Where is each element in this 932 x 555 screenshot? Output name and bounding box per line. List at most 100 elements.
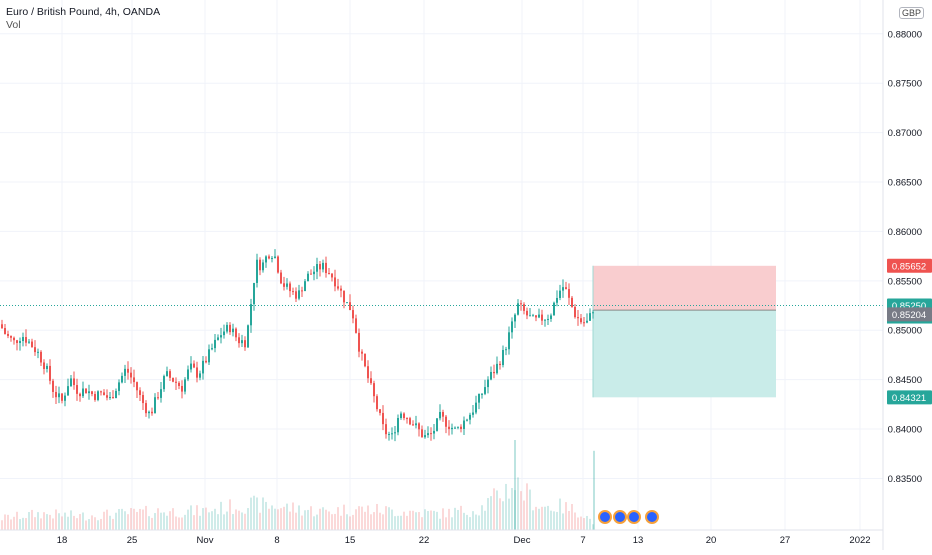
candle-body[interactable] [298, 290, 300, 299]
candle-body[interactable] [106, 395, 108, 398]
candle-body[interactable] [76, 385, 78, 394]
candle-body[interactable] [511, 321, 513, 333]
candle-body[interactable] [172, 377, 174, 382]
candle-body[interactable] [304, 281, 306, 292]
candle-body[interactable] [229, 324, 231, 333]
candle-body[interactable] [373, 383, 375, 397]
candle-body[interactable] [484, 387, 486, 394]
candle-body[interactable] [550, 315, 552, 319]
candle-body[interactable] [580, 318, 582, 323]
candle-body[interactable] [346, 302, 348, 304]
candle-body[interactable] [418, 423, 420, 430]
volume-indicator-label[interactable]: Vol [6, 19, 21, 31]
candle-body[interactable] [577, 317, 579, 319]
candle-body[interactable] [118, 382, 120, 391]
candle-body[interactable] [571, 297, 573, 307]
candle-body[interactable] [556, 298, 558, 303]
candle-body[interactable] [349, 302, 351, 311]
candle-body[interactable] [154, 397, 156, 414]
candle-body[interactable] [289, 283, 291, 292]
candle-body[interactable] [181, 385, 183, 392]
candle-body[interactable] [238, 337, 240, 344]
candle-body[interactable] [589, 313, 591, 321]
candle-body[interactable] [388, 434, 390, 436]
candle-body[interactable] [190, 363, 192, 370]
candle-body[interactable] [352, 310, 354, 319]
candle-body[interactable] [136, 382, 138, 391]
candle-body[interactable] [211, 348, 213, 350]
candle-body[interactable] [85, 388, 87, 394]
candle-body[interactable] [457, 426, 459, 428]
candle-body[interactable] [70, 378, 72, 387]
symbol-title[interactable]: Euro / British Pound, 4h, OANDA [6, 6, 161, 18]
candle-body[interactable] [79, 393, 81, 397]
candle-body[interactable] [4, 328, 6, 334]
candle-body[interactable] [538, 314, 540, 318]
candle-body[interactable] [163, 376, 165, 390]
candle-body[interactable] [412, 424, 414, 426]
candle-body[interactable] [292, 291, 294, 293]
candle-body[interactable] [175, 381, 177, 383]
economic-event-icon[interactable] [627, 510, 641, 524]
candle-body[interactable] [361, 351, 363, 354]
candle-body[interactable] [463, 420, 465, 429]
candle-body[interactable] [514, 314, 516, 322]
candle-body[interactable] [226, 324, 228, 332]
candle-body[interactable] [307, 273, 309, 282]
candle-body[interactable] [586, 320, 588, 323]
candle-body[interactable] [397, 418, 399, 433]
candle-body[interactable] [295, 291, 297, 299]
candle-body[interactable] [430, 433, 432, 435]
take-profit-zone[interactable] [593, 310, 776, 398]
candle-body[interactable] [223, 331, 225, 336]
candle-body[interactable] [130, 372, 132, 378]
candle-body[interactable] [406, 418, 408, 420]
candle-body[interactable] [358, 332, 360, 352]
candle-body[interactable] [91, 391, 93, 395]
candle-body[interactable] [82, 388, 84, 397]
candle-body[interactable] [55, 391, 57, 398]
candle-body[interactable] [46, 365, 48, 369]
candle-body[interactable] [505, 349, 507, 351]
candle-body[interactable] [469, 414, 471, 420]
candle-body[interactable] [523, 304, 525, 311]
candle-body[interactable] [145, 403, 147, 414]
candle-body[interactable] [334, 277, 336, 287]
candle-body[interactable] [142, 395, 144, 404]
candle-body[interactable] [499, 363, 501, 366]
candle-body[interactable] [439, 412, 441, 419]
candle-body[interactable] [34, 347, 36, 353]
candle-body[interactable] [187, 369, 189, 380]
candle-body[interactable] [88, 391, 90, 394]
candle-body[interactable] [517, 303, 519, 315]
candle-body[interactable] [553, 302, 555, 316]
candle-body[interactable] [379, 409, 381, 413]
candle-body[interactable] [178, 382, 180, 386]
candle-body[interactable] [109, 397, 111, 399]
candle-body[interactable] [199, 373, 201, 378]
candle-body[interactable] [253, 282, 255, 305]
candle-body[interactable] [376, 396, 378, 410]
candle-body[interactable] [97, 391, 99, 400]
candle-body[interactable] [424, 435, 426, 438]
candle-body[interactable] [529, 315, 531, 317]
candle-body[interactable] [157, 397, 159, 399]
candle-body[interactable] [448, 426, 450, 430]
candle-body[interactable] [544, 319, 546, 321]
candle-body[interactable] [340, 288, 342, 291]
candle-body[interactable] [301, 290, 303, 292]
candle-body[interactable] [256, 259, 258, 283]
candle-body[interactable] [478, 394, 480, 403]
candle-body[interactable] [64, 395, 66, 401]
candle-body[interactable] [121, 375, 123, 383]
candle-body[interactable] [367, 366, 369, 379]
candle-body[interactable] [127, 368, 129, 373]
candle-body[interactable] [274, 256, 276, 258]
candle-body[interactable] [526, 310, 528, 316]
candle-body[interactable] [100, 391, 102, 393]
candle-body[interactable] [421, 429, 423, 438]
candle-body[interactable] [67, 386, 69, 396]
candle-body[interactable] [460, 426, 462, 429]
candle-body[interactable] [451, 427, 453, 430]
candle-body[interactable] [19, 341, 21, 344]
